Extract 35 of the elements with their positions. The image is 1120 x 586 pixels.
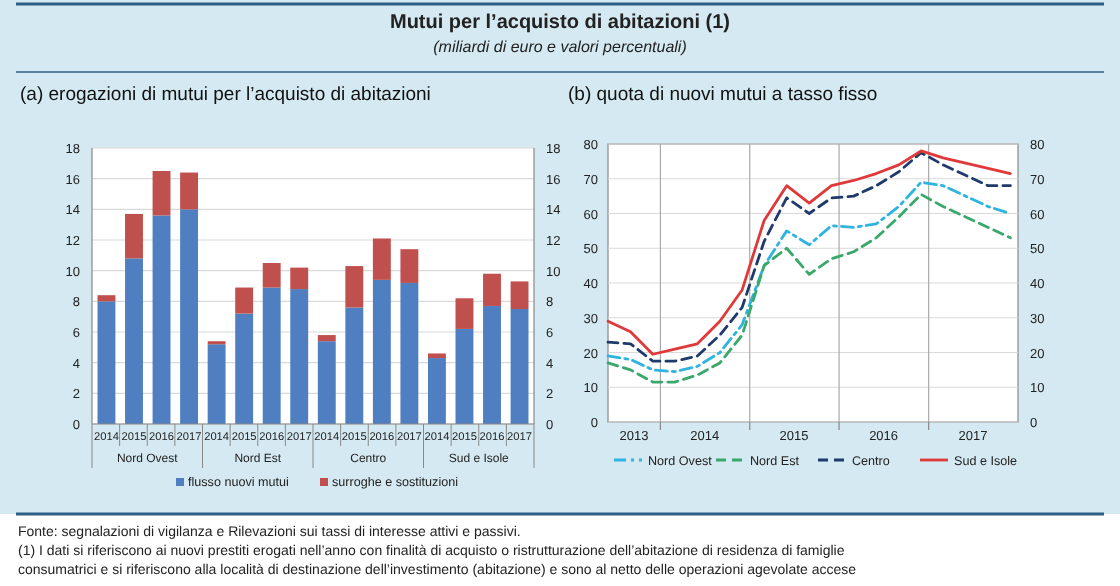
bar	[235, 313, 254, 424]
bar	[262, 287, 281, 424]
bar	[125, 213, 143, 259]
bar	[180, 172, 199, 210]
bar	[427, 353, 446, 359]
bar	[510, 309, 529, 424]
chart-title: (b) quota di nuovi mutui a tasso fisso	[568, 84, 878, 106]
bar	[345, 307, 364, 424]
bar	[455, 298, 474, 329]
bar	[97, 295, 116, 302]
bar	[317, 335, 336, 342]
bar	[510, 281, 529, 309]
bar	[235, 287, 254, 314]
bar	[152, 171, 171, 216]
bar	[400, 282, 419, 424]
bar	[317, 341, 336, 424]
bar	[290, 267, 309, 290]
bar	[483, 305, 501, 424]
bar	[152, 215, 171, 424]
bar	[97, 301, 116, 424]
bar	[345, 266, 364, 308]
bar	[427, 358, 446, 424]
bar	[290, 289, 309, 424]
bar	[372, 279, 391, 424]
bar	[400, 249, 419, 283]
text: (miliardi di euro e valori percentuali)	[433, 38, 688, 56]
chart-title: (a) erogazioni di mutui per l’acquisto di abitazioni	[20, 84, 431, 106]
bar	[180, 209, 199, 424]
bar	[455, 328, 474, 424]
text: Mutui per l’acquisto di abitazioni (1)	[389, 12, 731, 34]
bar	[262, 263, 281, 288]
bar	[207, 344, 226, 424]
bar	[483, 273, 501, 306]
bar	[125, 258, 143, 424]
bar	[372, 238, 391, 280]
